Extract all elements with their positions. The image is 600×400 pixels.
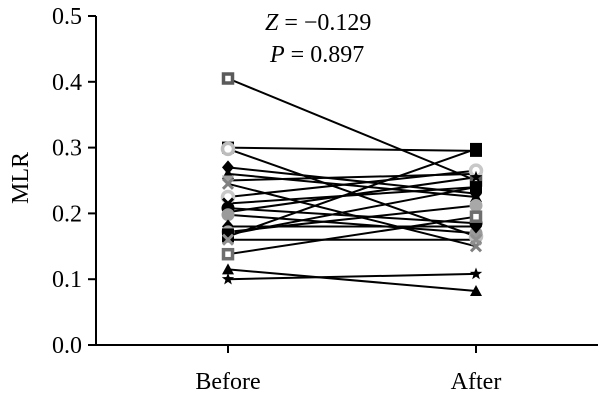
data-point xyxy=(470,190,482,202)
data-point xyxy=(221,272,235,285)
data-point xyxy=(470,285,482,297)
x-ticks: Before After xyxy=(195,345,501,395)
y-ticks: 0.0 0.1 0.2 0.3 0.4 0.5 xyxy=(52,4,96,359)
data-point xyxy=(221,233,235,246)
series-line xyxy=(227,272,477,281)
data-point xyxy=(220,141,236,157)
p-symbol: P xyxy=(269,42,285,68)
x-tick-label: Before xyxy=(195,369,260,395)
series-line xyxy=(227,176,477,214)
data-point xyxy=(469,233,483,246)
data-point xyxy=(470,219,482,234)
data-point xyxy=(222,160,234,175)
series-line xyxy=(227,215,477,256)
data-point xyxy=(221,208,235,222)
data-point xyxy=(221,247,235,261)
axes xyxy=(95,16,598,346)
data-point xyxy=(222,263,234,275)
y-tick-label: 0.4 xyxy=(52,70,82,96)
y-axis-title: MLR xyxy=(8,152,34,204)
y-tick-label: 0.0 xyxy=(52,333,82,359)
z-symbol: Z xyxy=(265,10,279,36)
series-line xyxy=(227,77,477,182)
z-statistic: Z = −0.129 xyxy=(265,10,371,36)
series-line xyxy=(227,169,477,198)
series-line xyxy=(227,268,477,293)
data-point xyxy=(470,181,482,194)
p-statistic: P = 0.897 xyxy=(269,42,364,68)
series-markers xyxy=(220,72,484,297)
series-line xyxy=(227,172,477,198)
data-point xyxy=(469,267,483,280)
data-point xyxy=(222,230,234,243)
p-value: = 0.897 xyxy=(285,42,365,68)
data-point xyxy=(470,142,482,155)
y-tick-label: 0.2 xyxy=(52,201,82,227)
y-tick-label: 0.5 xyxy=(52,4,82,30)
y-tick-label: 0.1 xyxy=(52,267,82,293)
data-point xyxy=(221,72,235,85)
data-point xyxy=(222,175,234,187)
series-line xyxy=(227,207,477,225)
x-tick-label: After xyxy=(451,369,502,395)
data-point xyxy=(469,170,483,183)
series-line xyxy=(227,146,477,152)
series-line xyxy=(227,147,477,238)
series-line xyxy=(227,213,477,235)
data-point xyxy=(469,210,483,223)
data-point xyxy=(221,177,235,190)
series-lines xyxy=(227,77,477,293)
series-line xyxy=(227,186,477,236)
data-point xyxy=(469,199,483,213)
y-tick-label: 0.3 xyxy=(52,136,82,162)
z-value: = −0.129 xyxy=(278,10,371,36)
